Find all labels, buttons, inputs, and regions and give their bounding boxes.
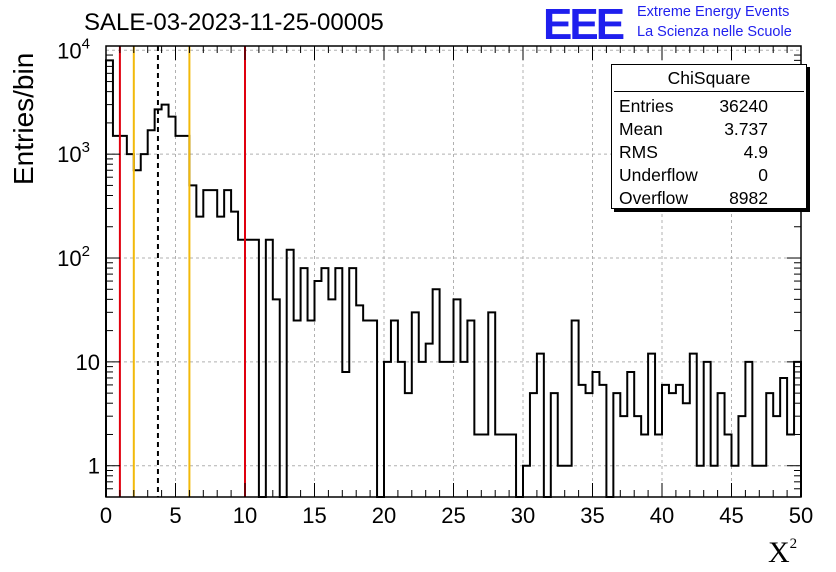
x-tick-label: 25 <box>441 503 465 528</box>
eee-logo: EEE <box>543 0 625 49</box>
histogram-line <box>105 59 802 498</box>
x-tick-label: 35 <box>580 503 604 528</box>
x-tick-label: 40 <box>650 503 674 528</box>
x-tick-label: 45 <box>719 503 743 528</box>
chart-title: SALE-03-2023-11-25-00005 <box>84 9 384 36</box>
stats-row-entries: Entries 36240 <box>619 96 768 116</box>
stats-row-rms: RMS 4.9 <box>619 142 768 162</box>
y-tick-label: 104 <box>57 35 90 63</box>
y-tick-label: 102 <box>57 243 90 271</box>
x-tick-label: 20 <box>372 503 396 528</box>
stats-row-overflow: Overflow 8982 <box>619 188 768 208</box>
logo-line-1: Extreme Energy Events <box>637 4 790 20</box>
x-tick-label: 5 <box>169 503 181 528</box>
y-tick-label: 103 <box>57 139 90 167</box>
stats-title: ChiSquare <box>667 68 751 88</box>
stats-divider <box>614 91 804 92</box>
logo-line-2: La Scienza nelle Scuole <box>637 24 792 40</box>
x-tick-label: 0 <box>100 503 112 528</box>
stats-row-mean: Mean 3.737 <box>619 119 768 139</box>
x-tick-label: 30 <box>511 503 535 528</box>
x-axis-label: X2 <box>768 536 798 569</box>
y-axis-label: Entries/bin <box>8 52 39 185</box>
y-tick-label: 10 <box>76 350 100 375</box>
stats-row-underflow: Underflow 0 <box>619 165 768 185</box>
y-tick-label: 1 <box>88 454 100 479</box>
x-tick-label: 10 <box>233 503 257 528</box>
stats-box: ChiSquare Entries 36240 Mean 3.737 RMS 4.9 … <box>611 64 807 209</box>
x-tick-label: 15 <box>302 503 326 528</box>
x-tick-label: 50 <box>789 503 813 528</box>
